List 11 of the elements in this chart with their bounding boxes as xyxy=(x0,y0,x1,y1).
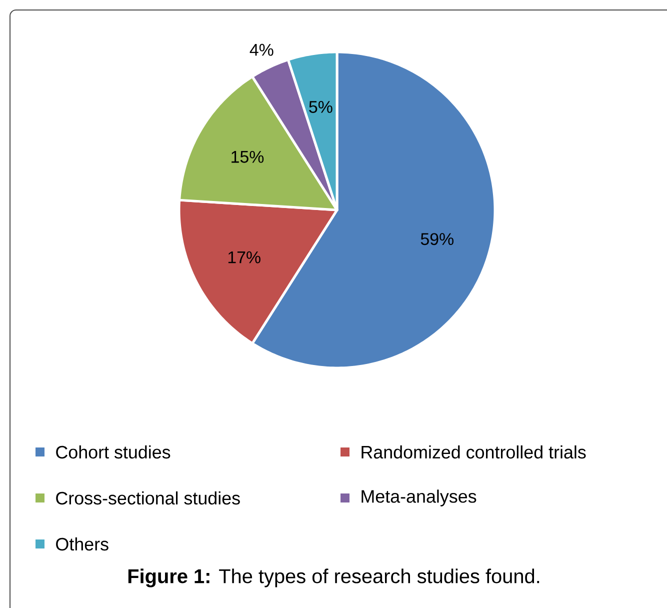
legend-label: Cohort studies xyxy=(56,445,170,459)
legend-label: Meta-analyses xyxy=(362,490,476,506)
legend-label: Cross-sectional studies xyxy=(56,491,240,505)
data-label: 15% xyxy=(232,150,264,163)
data-label: 4% xyxy=(250,44,274,56)
data-label: 59% xyxy=(420,233,454,246)
legend-label: Others xyxy=(56,537,108,551)
text: Figure 1: The types of research studies found. xyxy=(128,568,540,588)
data-label: 17% xyxy=(228,251,260,264)
data-label: 5% xyxy=(309,101,332,113)
legend-label: Randomized controlled trials xyxy=(362,445,586,459)
